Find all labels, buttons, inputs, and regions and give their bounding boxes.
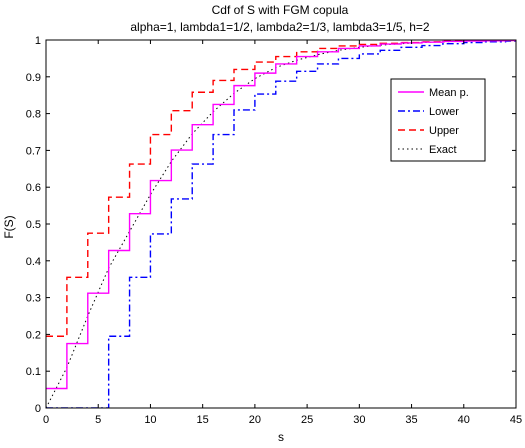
x-tick-label: 5 [95, 414, 101, 426]
x-tick-label: 20 [249, 414, 261, 426]
y-tick-label: 0.4 [26, 256, 41, 268]
x-tick-label: 40 [458, 414, 470, 426]
legend-label: Mean p. [429, 87, 469, 99]
x-tick-label: 10 [144, 414, 156, 426]
x-tick-label: 35 [405, 414, 417, 426]
y-tick-label: 0 [35, 403, 41, 415]
y-tick-label: 0.6 [26, 182, 41, 194]
series-line-mean-p [46, 40, 516, 390]
legend-label: Lower [429, 106, 459, 118]
y-axis-label: F(S) [2, 215, 16, 238]
legend-label: Upper [429, 125, 459, 137]
x-tick-label: 25 [301, 414, 313, 426]
axes: 0 5 10 15 20 25 30 35 40 45 0 0.1 0.2 0.3 0.4 0.5 0.6 0.7… [26, 35, 522, 426]
x-tick-label: 30 [353, 414, 365, 426]
y-tick-label: 0.3 [26, 293, 41, 305]
y-tick-label: 0.5 [26, 219, 41, 231]
chart-title: Cdf of S with FGM copula [212, 3, 349, 17]
legend-label: Exact [429, 144, 457, 156]
series-line-lower [46, 40, 516, 408]
y-tick-label: 0.9 [26, 72, 41, 84]
plot-area [46, 40, 516, 408]
y-tick-label: 1 [35, 35, 41, 47]
chart-subtitle: alpha=1, lambda1=1/2, lambda2=1/3, lambd… [130, 20, 430, 34]
x-tick-label: 15 [197, 414, 209, 426]
x-tick-label: 0 [43, 414, 49, 426]
y-tick-label: 0.2 [26, 329, 41, 341]
x-axis-label: s [278, 430, 284, 444]
y-tick-label: 0.8 [26, 109, 41, 121]
legend: Mean p. Lower Upper Exact [390, 78, 486, 162]
y-tick-label: 0.7 [26, 145, 41, 157]
y-tick-label: 0.1 [26, 366, 41, 378]
x-tick-label: 45 [510, 414, 522, 426]
